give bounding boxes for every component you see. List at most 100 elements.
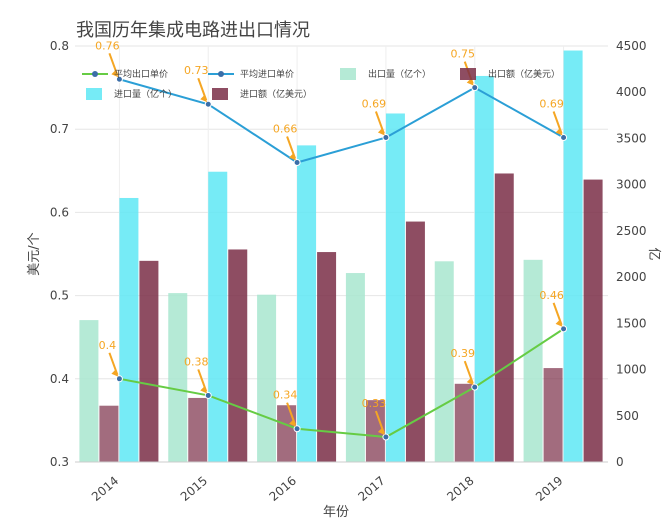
data-label: 0.33 bbox=[362, 397, 387, 410]
bar bbox=[277, 405, 297, 462]
annotation-arrow bbox=[108, 352, 119, 376]
legend-swatch bbox=[460, 68, 476, 80]
y-right-tick-label: 500 bbox=[616, 409, 639, 423]
bar bbox=[563, 50, 583, 462]
chart-title: 我国历年集成电路进出口情况 bbox=[76, 20, 310, 41]
bar bbox=[168, 293, 188, 462]
bar bbox=[257, 294, 277, 462]
bar bbox=[454, 383, 474, 462]
data-point bbox=[560, 325, 568, 333]
bar bbox=[188, 397, 208, 462]
y-right-tick-label: 2500 bbox=[616, 224, 647, 238]
data-point bbox=[471, 383, 479, 391]
y-left-tick-label: 0.3 bbox=[50, 455, 69, 469]
series-line bbox=[119, 78, 565, 164]
bar bbox=[99, 405, 119, 462]
lines bbox=[115, 75, 568, 441]
data-point bbox=[115, 75, 123, 83]
legend: 平均出口单价 平均进口单价 出口量（亿个） 出口额（亿美元） 进口量（亿个） 进口额（亿美… bbox=[82, 68, 560, 100]
legend-swatch-marker bbox=[218, 71, 224, 77]
y-axis-left-title: 美元/个 bbox=[27, 232, 42, 275]
annotation-arrowhead bbox=[555, 319, 563, 327]
bar bbox=[434, 261, 454, 462]
data-label: 0.39 bbox=[451, 347, 476, 360]
y-right-tick-label: 3500 bbox=[616, 131, 647, 145]
y-right-tick-label: 2000 bbox=[616, 270, 647, 284]
data-label: 0.76 bbox=[95, 39, 120, 52]
bar bbox=[583, 179, 603, 463]
annotation-arrow bbox=[463, 360, 474, 384]
legend-label: 平均出口单价 bbox=[114, 68, 168, 80]
data-point bbox=[382, 433, 390, 441]
bar bbox=[494, 173, 514, 462]
legend-swatch bbox=[86, 88, 102, 100]
annotation-arrowhead bbox=[200, 95, 208, 103]
legend-label: 出口额（亿美元） bbox=[488, 68, 560, 80]
legend-label: 平均进口单价 bbox=[240, 68, 294, 80]
data-label: 0.38 bbox=[184, 355, 209, 368]
bar bbox=[474, 75, 494, 463]
annotations: 0.4 0.38 0.34 0.33 0.39 0.46 0.76 0.73 0.66 0.69 0… bbox=[95, 39, 564, 436]
data-point bbox=[293, 158, 301, 166]
legend-label: 出口量（亿个） bbox=[368, 68, 431, 80]
bar bbox=[208, 171, 228, 463]
bar bbox=[365, 400, 385, 462]
annotation-arrowhead bbox=[111, 70, 119, 78]
data-label: 0.69 bbox=[539, 98, 564, 111]
data-label: 0.34 bbox=[273, 389, 298, 402]
y-left-tick-label: 0.4 bbox=[50, 372, 69, 386]
data-point bbox=[382, 134, 390, 142]
data-point bbox=[293, 425, 301, 433]
bar bbox=[405, 221, 425, 462]
data-label: 0.66 bbox=[273, 122, 298, 135]
data-label: 0.4 bbox=[99, 339, 117, 352]
bar bbox=[119, 197, 139, 462]
y-left-tick-label: 0.5 bbox=[50, 289, 69, 303]
data-point bbox=[204, 391, 212, 399]
y-right-tick-label: 4000 bbox=[616, 85, 647, 99]
annotation-arrow bbox=[552, 302, 563, 326]
bar bbox=[297, 145, 317, 462]
legend-swatch bbox=[340, 68, 356, 80]
annotation-arrowhead bbox=[377, 128, 385, 136]
annotation-arrow bbox=[286, 402, 297, 426]
bar bbox=[345, 273, 365, 462]
x-axis-title: 年份 bbox=[323, 505, 349, 520]
annotation-arrow bbox=[374, 111, 385, 134]
annotation-arrow bbox=[197, 369, 208, 392]
legend-swatch-marker bbox=[92, 71, 98, 77]
annotation-arrow bbox=[374, 410, 385, 434]
data-point bbox=[115, 375, 123, 383]
y-right-tick-label: 1500 bbox=[616, 316, 647, 330]
data-point bbox=[471, 84, 479, 92]
annotation-arrowhead bbox=[200, 386, 208, 394]
data-point bbox=[560, 134, 568, 142]
y-right-tick-label: 0 bbox=[616, 455, 624, 469]
data-label: 0.46 bbox=[539, 289, 564, 302]
bar bbox=[523, 259, 543, 462]
annotation-arrow bbox=[286, 136, 297, 159]
y-axis-right-title: 亿 bbox=[646, 247, 661, 260]
data-label: 0.75 bbox=[451, 48, 476, 61]
y-right-tick-label: 3000 bbox=[616, 178, 647, 192]
annotation-arrowhead bbox=[555, 128, 563, 136]
annotation-arrowhead bbox=[289, 153, 297, 161]
annotation-arrowhead bbox=[466, 378, 474, 386]
annotation-arrowhead bbox=[111, 369, 119, 377]
y-right-tick-label: 4500 bbox=[616, 39, 647, 53]
bar bbox=[317, 252, 337, 462]
data-label: 0.69 bbox=[362, 98, 387, 111]
annotation-arrow bbox=[108, 52, 119, 76]
y-left-tick-label: 0.6 bbox=[50, 205, 69, 219]
bar bbox=[79, 320, 99, 462]
bars bbox=[79, 50, 603, 463]
y-right-tick-label: 1000 bbox=[616, 363, 647, 377]
legend-label: 进口额（亿美元） bbox=[240, 88, 312, 100]
bar bbox=[228, 249, 248, 462]
series-line bbox=[119, 328, 565, 439]
annotation-arrowhead bbox=[289, 419, 297, 427]
annotation-arrowhead bbox=[377, 428, 385, 436]
data-label: 0.73 bbox=[184, 64, 209, 77]
annotation-arrowhead bbox=[466, 78, 474, 86]
annotation-arrow bbox=[552, 111, 563, 134]
